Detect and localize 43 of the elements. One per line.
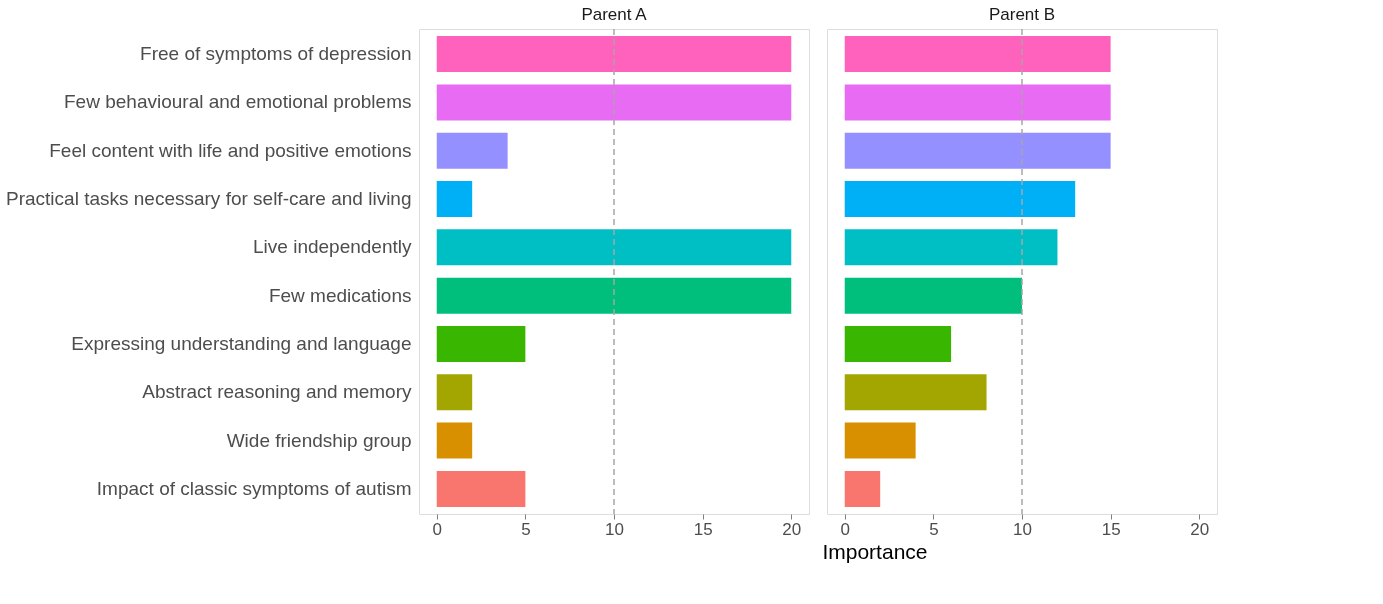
bar	[436, 181, 473, 218]
x-axis-title: Importance	[822, 539, 928, 563]
x-tick-label: 5	[929, 519, 939, 539]
x-tick-label: 0	[840, 519, 850, 539]
bar	[436, 229, 792, 266]
y-tick-label: Impact of classic symptoms of autism	[96, 477, 412, 499]
y-tick-label: Free of symptoms of depression	[140, 43, 412, 65]
bar	[844, 325, 952, 362]
bar	[436, 36, 792, 73]
y-tick-label: Practical tasks necessary for self-care and living	[6, 188, 412, 210]
bar	[844, 422, 916, 459]
y-tick-label: Few behavioural and emotional problems	[64, 91, 412, 113]
y-tick-label: Few medications	[268, 284, 412, 306]
x-tick-label: 10	[605, 519, 624, 539]
bar	[844, 277, 1022, 314]
bar	[844, 374, 987, 411]
x-tick-label: 15	[693, 519, 713, 539]
y-tick-label: Abstract reasoning and memory	[142, 381, 412, 403]
x-tick-label: 15	[1101, 519, 1121, 539]
bar	[844, 229, 1058, 266]
bar	[436, 422, 473, 459]
y-tick-label: Wide friendship group	[226, 429, 412, 451]
bar	[844, 132, 1111, 169]
bar	[436, 470, 526, 507]
y-tick-label: Expressing understanding and language	[71, 332, 412, 354]
x-tick-label: 20	[1190, 519, 1210, 539]
x-tick-label: 10	[1013, 519, 1032, 539]
bar	[844, 181, 1076, 218]
bar	[844, 470, 881, 507]
y-tick-label: Feel content with life and positive emotions	[49, 139, 412, 161]
x-tick-label: 0	[432, 519, 442, 539]
bar	[436, 277, 792, 314]
x-tick-label: 5	[521, 519, 531, 539]
x-tick-label: 20	[782, 519, 802, 539]
bar	[844, 84, 1111, 121]
bar	[436, 374, 473, 411]
chart-title: Parent A	[581, 5, 648, 25]
bar	[436, 132, 508, 169]
bar	[844, 36, 1111, 73]
chart-title: Parent B	[988, 5, 1056, 25]
y-tick-label: Live independently	[253, 236, 412, 258]
bar	[436, 84, 792, 121]
bar	[436, 325, 526, 362]
